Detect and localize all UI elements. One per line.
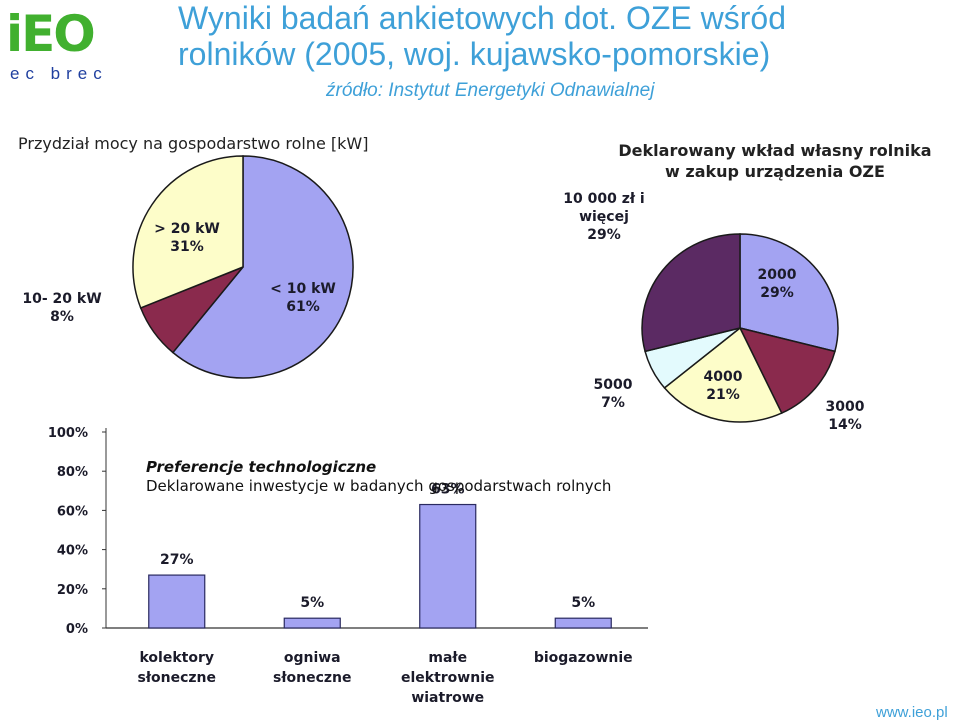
pie2-label-4000-value: 21%: [706, 387, 740, 403]
pie1-label-lt10-value: 61%: [286, 299, 320, 315]
pie1-label-10-20-name: 10- 20 kW: [22, 291, 102, 307]
pie2-label-3000-name: 3000: [825, 399, 865, 415]
pie2-label-5000-value: 7%: [601, 395, 625, 411]
bar-chart-title: Preferencje technologiczne Deklarowane i…: [146, 458, 611, 496]
pie2-label-2000: 2000 29%: [742, 266, 812, 302]
bar-ytick-label-1: 20%: [57, 583, 88, 598]
pie2-slice-4: [641, 233, 741, 353]
bar-category-label-0-0: kolektory: [140, 650, 215, 666]
bar-ytick-label-2: 40%: [57, 544, 88, 559]
pie2-label-5000-name: 5000: [593, 377, 633, 393]
bar-3: [554, 617, 612, 629]
pie1-label-gt20-value: 31%: [170, 239, 204, 255]
title-line-1: Wyniki badań ankietowych dot. OZE wśród: [178, 0, 786, 36]
pie1-label-gt20-name: > 20 kW: [154, 221, 220, 237]
pie2-label-10000-line1: 10 000 zł i: [563, 191, 645, 207]
pie2-label-10000-value: 29%: [587, 227, 621, 243]
bar-value-label-0: 27%: [160, 552, 194, 568]
pie1-slice-0: [171, 155, 354, 379]
bar-value-label-1: 5%: [300, 595, 324, 611]
pie1-label-lt10: < 10 kW 61%: [258, 280, 348, 316]
pie2-label-4000-name: 4000: [703, 369, 743, 385]
bar-0: [148, 574, 206, 629]
bar-category-label-3-0: biogazownie: [534, 650, 633, 666]
logo-subtext: ec brec: [10, 64, 108, 83]
page-title: Wyniki badań ankietowych dot. OZE wśród …: [178, 0, 898, 72]
pie2-label-5000: 5000 7%: [578, 376, 648, 412]
pie1-label-lt10-name: < 10 kW: [270, 281, 336, 297]
contribution-pie-title-line-2: w zakup urządzenia OZE: [665, 162, 885, 181]
pie1-label-10-20-value: 8%: [50, 309, 74, 325]
contribution-pie-title-line-1: Deklarowany wkład własny rolnika: [618, 141, 932, 160]
pie2-label-3000-value: 14%: [828, 417, 862, 433]
bar-1: [283, 617, 341, 629]
bar-category-label-2-0: małe: [428, 650, 467, 666]
pie2-label-2000-name: 2000: [757, 267, 797, 283]
bar-ytick-label-0: 0%: [66, 622, 88, 637]
pie1-label-gt20: > 20 kW 31%: [142, 220, 232, 256]
bar-chart-title-sub: Deklarowane inwestycje w badanych gospod…: [146, 477, 612, 495]
pie2-slice-0: [739, 233, 839, 353]
pie2-label-4000: 4000 21%: [688, 368, 758, 404]
bar-category-label-2-1: elektrownie: [401, 670, 495, 686]
pie2-label-2000-value: 29%: [760, 285, 794, 301]
power-pie-chart: [132, 155, 354, 379]
ieo-logo: iEO ec brec: [6, 6, 146, 84]
bar-ytick-label-4: 80%: [57, 465, 88, 480]
title-line-2: rolników (2005, woj. kujawsko-pomorskie): [178, 36, 771, 72]
bar-ytick-label-3: 60%: [57, 504, 88, 519]
source-subtitle: źródło: Instytut Energetyki Odnawialnej: [326, 80, 655, 101]
bar-category-label-1-1: słoneczne: [273, 670, 352, 686]
pie1-slice-2: [132, 155, 244, 309]
logo-letters: iEO: [6, 5, 96, 63]
pie2-slice-1: [738, 326, 836, 415]
bar-2: [419, 503, 477, 629]
bar-value-label-3: 5%: [571, 595, 595, 611]
power-pie-title: Przydział mocy na gospodarstwo rolne [kW…: [18, 134, 369, 153]
pie2-label-10000: 10 000 zł i więcej 29%: [542, 190, 666, 244]
contribution-pie-title: Deklarowany wkład własny rolnika w zakup…: [610, 140, 940, 182]
bar-ytick-label-5: 100%: [48, 426, 88, 441]
bar-chart-title-main: Preferencje technologiczne: [146, 458, 377, 476]
bar-category-label-0-1: słoneczne: [137, 670, 216, 686]
contribution-pie-chart: [641, 233, 839, 423]
pie2-slice-2: [663, 326, 783, 423]
bar-category-label-2-2: wiatrowe: [411, 690, 484, 706]
pie1-label-10-20: 10- 20 kW 8%: [14, 290, 110, 326]
bar-value-label-2: 63%: [431, 482, 465, 498]
pie2-label-10000-line2: więcej: [579, 209, 629, 225]
bar-category-label-1-0: ogniwa: [284, 650, 341, 666]
footer-url: www.ieo.pl: [876, 704, 948, 721]
pie2-label-3000: 3000 14%: [810, 398, 880, 434]
technology-bar-chart: 0% 20% 40% 60% 80% 100% 27% kolektory słoneczne 5…: [48, 426, 648, 706]
